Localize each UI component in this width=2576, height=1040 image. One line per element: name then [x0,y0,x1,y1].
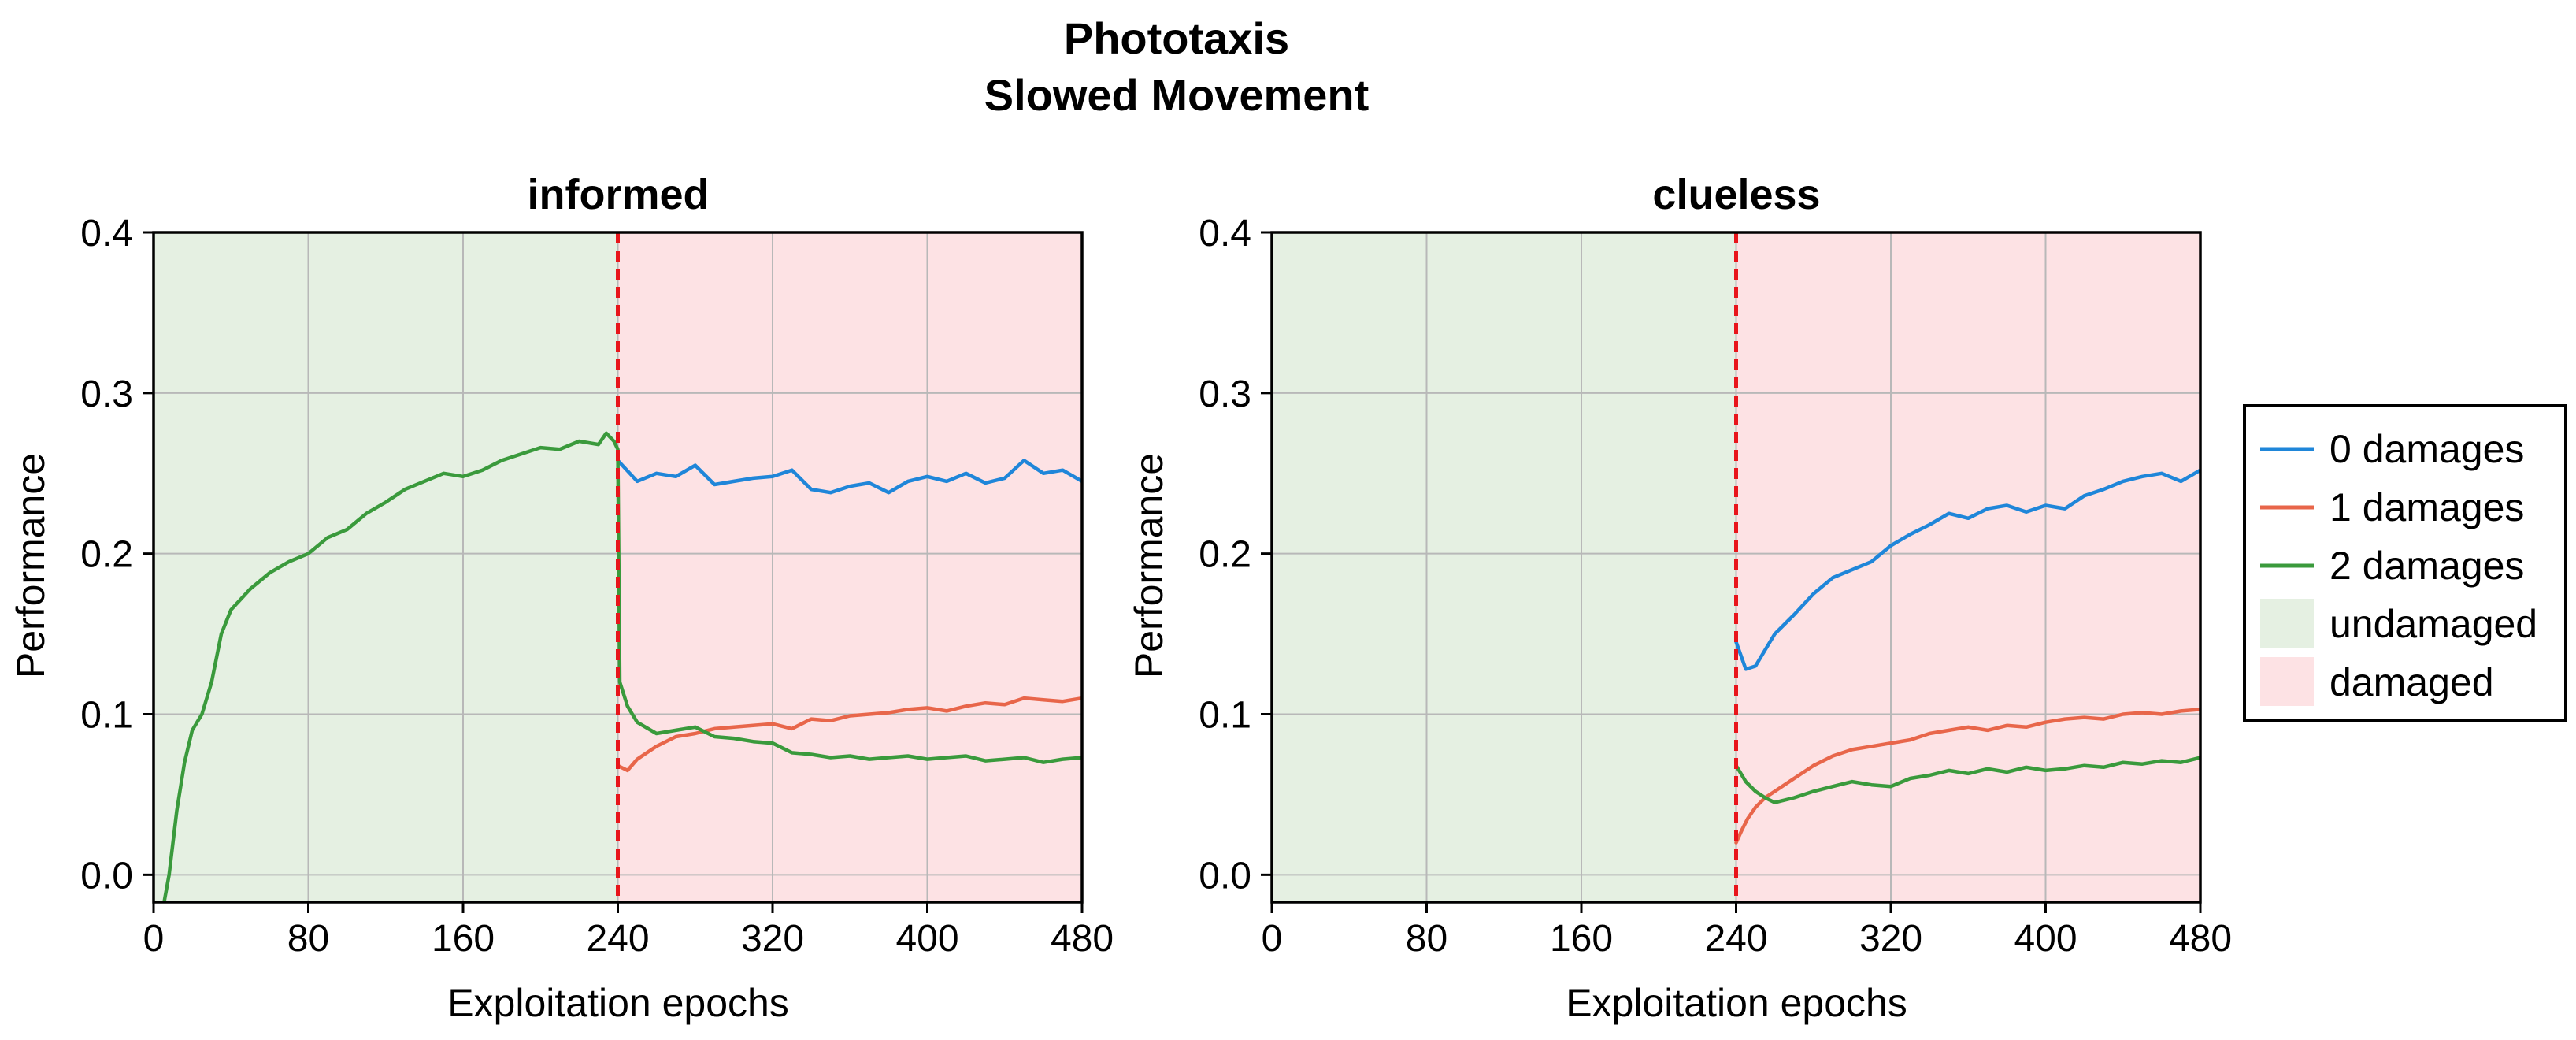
x-tick-label: 240 [1704,918,1767,960]
x-tick-label: 400 [2014,918,2077,960]
y-axis-label: Performance [9,453,53,678]
panel-informed: informed Performance Exploitation epochs… [9,171,1114,1025]
x-tick-label: 320 [1859,918,1922,960]
x-tick-label: 480 [1051,918,1114,960]
x-tick-label: 0 [1262,918,1283,960]
legend-label: undamaged [2330,602,2537,646]
series-line-2-damages [162,431,1082,902]
y-tick-label: 0.0 [80,855,133,897]
legend-label: 2 damages [2330,544,2524,588]
legend-label: damaged [2330,660,2494,704]
undamaged-region [154,232,618,902]
legend-swatch-patch [2260,599,2314,648]
undamaged-region [1272,232,1736,902]
legend-swatch-patch [2260,657,2314,706]
series-line-1-damages [1734,708,2200,845]
panel-clueless: clueless Performance Exploitation epochs… [1127,171,2232,1025]
y-tick-label: 0.4 [80,213,133,254]
x-tick-label: 400 [895,918,958,960]
x-tick-label: 240 [586,918,649,960]
y-tick-label: 0.3 [1199,373,1251,415]
y-axis-label: Performance [1127,453,1171,678]
y-tick-label: 0.4 [1199,213,1251,254]
x-tick-label: 80 [287,918,329,960]
series-line-1-damages [616,696,1082,773]
series-line-2-damages [1734,756,2200,804]
x-axis-label: Exploitation epochs [1566,981,1907,1025]
legend: 0 damages 1 damages 2 damages undamaged dama… [2243,404,2567,722]
legend-label: 0 damages [2330,427,2524,471]
y-tick-label: 0.3 [80,373,133,415]
figure-title-line-2: Slowed Movement [984,70,1370,120]
panel-title: informed [527,171,709,218]
x-tick-label: 480 [2169,918,2232,960]
x-tick-label: 0 [143,918,165,960]
y-tick-label: 0.2 [80,534,133,576]
figure-title-line-1: Phototaxis [1064,13,1289,63]
x-tick-label: 160 [432,918,495,960]
x-tick-label: 320 [741,918,804,960]
series-line-0-damages [1734,468,2200,671]
x-tick-label: 80 [1406,918,1447,960]
legend-label: 1 damages [2330,485,2524,529]
series-group [1734,468,2200,845]
panel-title: clueless [1652,171,1820,218]
damaged-region [617,232,1082,902]
series-group [162,431,1082,902]
series-line-0-damages [616,459,1082,495]
y-tick-label: 0.2 [1199,534,1251,576]
y-tick-label: 0.1 [1199,695,1251,737]
damaged-region [1736,232,2200,902]
y-tick-label: 0.0 [1199,855,1251,897]
x-axis-label: Exploitation epochs [447,981,789,1025]
y-tick-label: 0.1 [80,695,133,737]
x-tick-label: 160 [1550,918,1613,960]
